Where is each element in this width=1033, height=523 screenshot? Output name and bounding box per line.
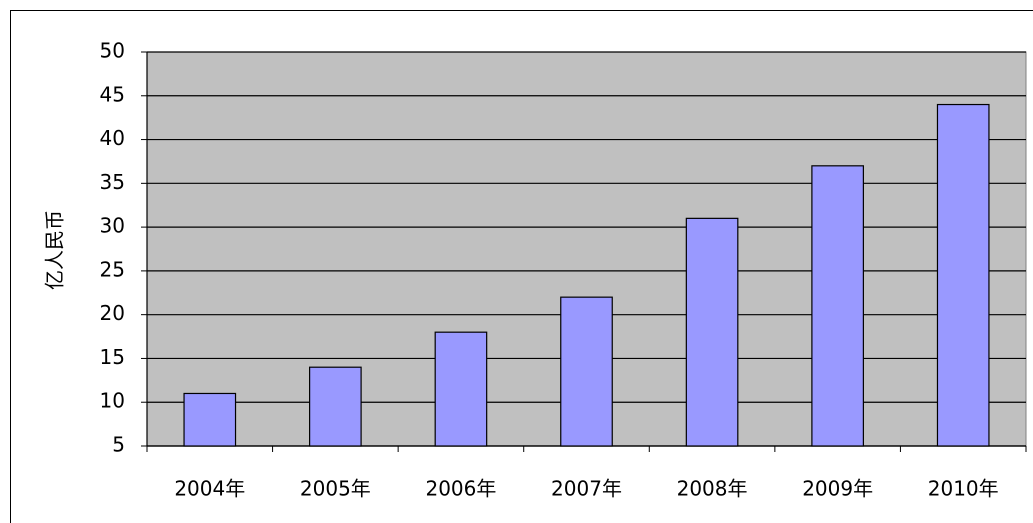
x-tick-label: 2009年 — [802, 477, 873, 501]
y-tick-label: 15 — [100, 345, 125, 369]
bar — [811, 165, 864, 447]
bar — [936, 103, 990, 447]
bar — [183, 392, 237, 447]
y-tick-label: 30 — [100, 214, 125, 238]
bar — [309, 366, 362, 447]
x-tick-label: 2010年 — [928, 477, 999, 501]
y-tick-label: 45 — [100, 82, 125, 106]
x-tick-label: 2008年 — [677, 477, 748, 501]
y-tick-label: 25 — [100, 257, 125, 281]
y-tick-label: 50 — [100, 39, 125, 63]
bar — [560, 296, 613, 447]
y-tick-label: 20 — [100, 301, 125, 325]
x-tick-label: 2005年 — [300, 477, 371, 501]
x-tick-label: 2006年 — [425, 477, 496, 501]
y-axis-label: 亿人民币 — [43, 210, 67, 290]
y-tick-label: 10 — [100, 389, 125, 413]
x-tick-label: 2004年 — [174, 477, 245, 501]
y-tick-label: 5 — [112, 433, 125, 457]
bar — [685, 217, 739, 447]
bar — [434, 331, 488, 447]
y-tick-label: 35 — [100, 170, 125, 194]
y-tick-label: 40 — [100, 126, 125, 150]
x-tick-label: 2007年 — [551, 477, 622, 501]
